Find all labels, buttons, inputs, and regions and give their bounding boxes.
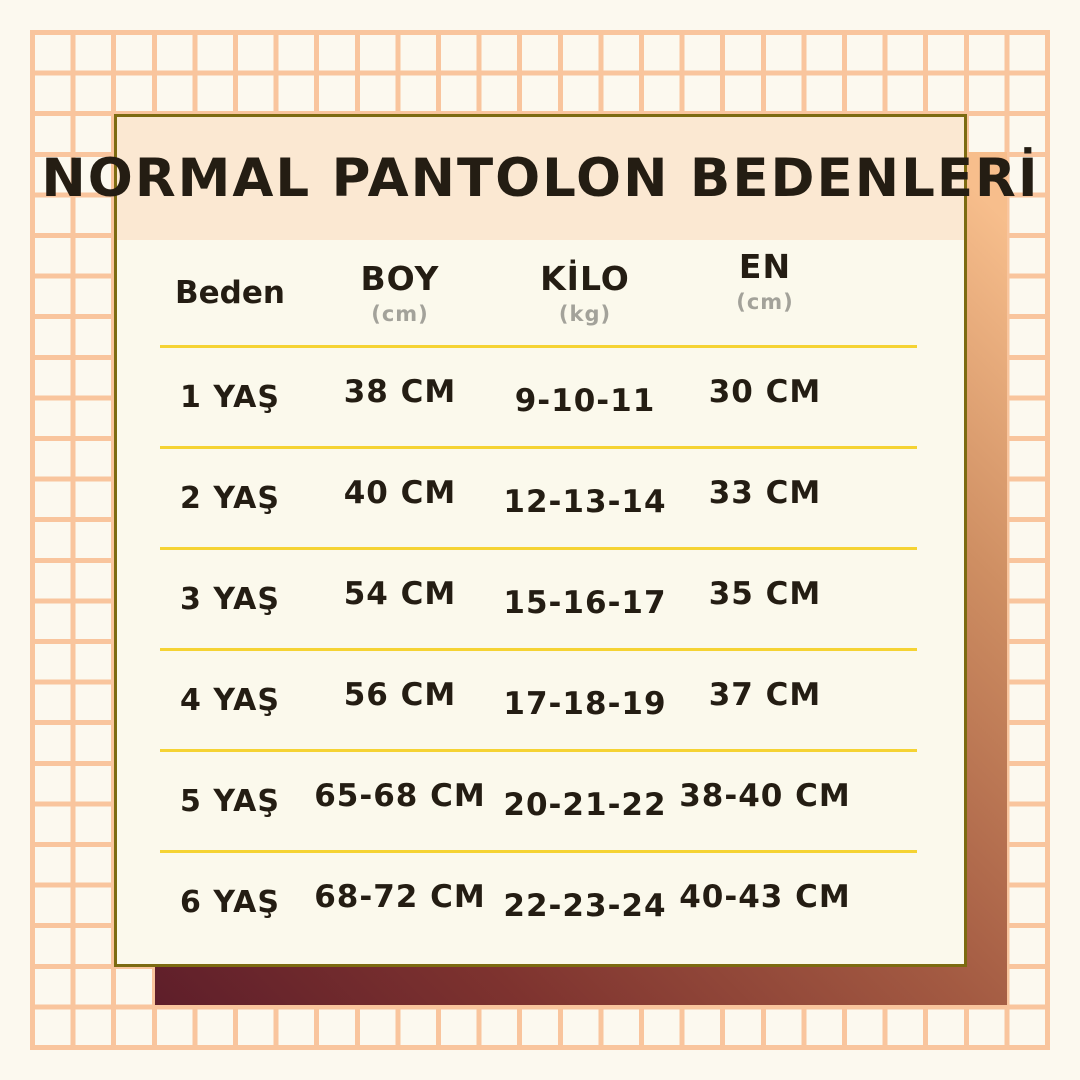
cell-beden: 4 YAŞ bbox=[180, 682, 280, 718]
cell-beden: 3 YAŞ bbox=[180, 581, 280, 617]
header-boy: BOY (cm) bbox=[361, 259, 440, 326]
cell-kilo: 9-10-11 bbox=[514, 383, 656, 419]
header-label: BOY bbox=[360, 259, 440, 298]
cell-en: 30 CM bbox=[708, 374, 822, 410]
cell-en: 40-43 CM bbox=[679, 879, 851, 915]
header-unit: (cm) bbox=[371, 302, 429, 326]
header-kilo: KİLO (kg) bbox=[540, 259, 630, 326]
cell-en: 38-40 CM bbox=[679, 778, 851, 814]
table-row: 6 YAŞ 68-72 CM 22-23-24 40-43 CM bbox=[160, 853, 917, 951]
table-row: 5 YAŞ 65-68 CM 20-21-22 38-40 CM bbox=[160, 752, 917, 853]
header-label: EN bbox=[738, 247, 792, 286]
header-beden: Beden bbox=[175, 275, 285, 311]
table-row: 1 YAŞ 38 CM 9-10-11 30 CM bbox=[160, 348, 917, 449]
cell-kilo: 15-16-17 bbox=[503, 585, 667, 621]
title-band: NORMAL PANTOLON BEDENLERİ bbox=[41, 117, 1038, 240]
cell-kilo: 20-21-22 bbox=[503, 787, 667, 823]
header-en: EN (cm) bbox=[736, 247, 794, 314]
size-chart-card: NORMAL PANTOLON BEDENLERİ Beden BOY (cm)… bbox=[41, 114, 1038, 967]
cell-boy: 38 CM bbox=[343, 374, 457, 410]
cell-boy: 40 CM bbox=[343, 475, 457, 511]
cell-beden: 2 YAŞ bbox=[180, 480, 280, 516]
cell-kilo: 17-18-19 bbox=[503, 686, 667, 722]
header-unit: (kg) bbox=[558, 302, 612, 326]
size-table-body: 1 YAŞ 38 CM 9-10-11 30 CM 2 YAŞ 40 CM 12-13-14… bbox=[160, 348, 917, 951]
header-label: KİLO bbox=[540, 259, 630, 298]
cell-kilo: 22-23-24 bbox=[503, 888, 667, 924]
cell-beden: 6 YAŞ bbox=[180, 884, 280, 920]
table-row: 4 YAŞ 56 CM 17-18-19 37 CM bbox=[160, 651, 917, 752]
header-unit: (cm) bbox=[736, 290, 794, 314]
cell-boy: 54 CM bbox=[343, 576, 457, 612]
table-row: 3 YAŞ 54 CM 15-16-17 35 CM bbox=[160, 550, 917, 651]
table-header-row: Beden BOY (cm) KİLO (kg) EN (cm) bbox=[160, 240, 917, 348]
header-label: Beden bbox=[175, 274, 285, 311]
cell-en: 35 CM bbox=[708, 576, 822, 612]
cell-kilo: 12-13-14 bbox=[503, 484, 667, 520]
size-table: Beden BOY (cm) KİLO (kg) EN (cm) 1 YAŞ 38… bbox=[160, 240, 917, 951]
cell-boy: 56 CM bbox=[343, 677, 457, 713]
cell-en: 37 CM bbox=[708, 677, 822, 713]
cell-boy: 65-68 CM bbox=[314, 778, 486, 814]
table-row: 2 YAŞ 40 CM 12-13-14 33 CM bbox=[160, 449, 917, 550]
cell-en: 33 CM bbox=[708, 475, 822, 511]
cell-beden: 5 YAŞ bbox=[180, 783, 280, 819]
page-title: NORMAL PANTOLON BEDENLERİ bbox=[41, 148, 1040, 209]
cell-boy: 68-72 CM bbox=[314, 879, 486, 915]
cell-beden: 1 YAŞ bbox=[180, 379, 280, 415]
